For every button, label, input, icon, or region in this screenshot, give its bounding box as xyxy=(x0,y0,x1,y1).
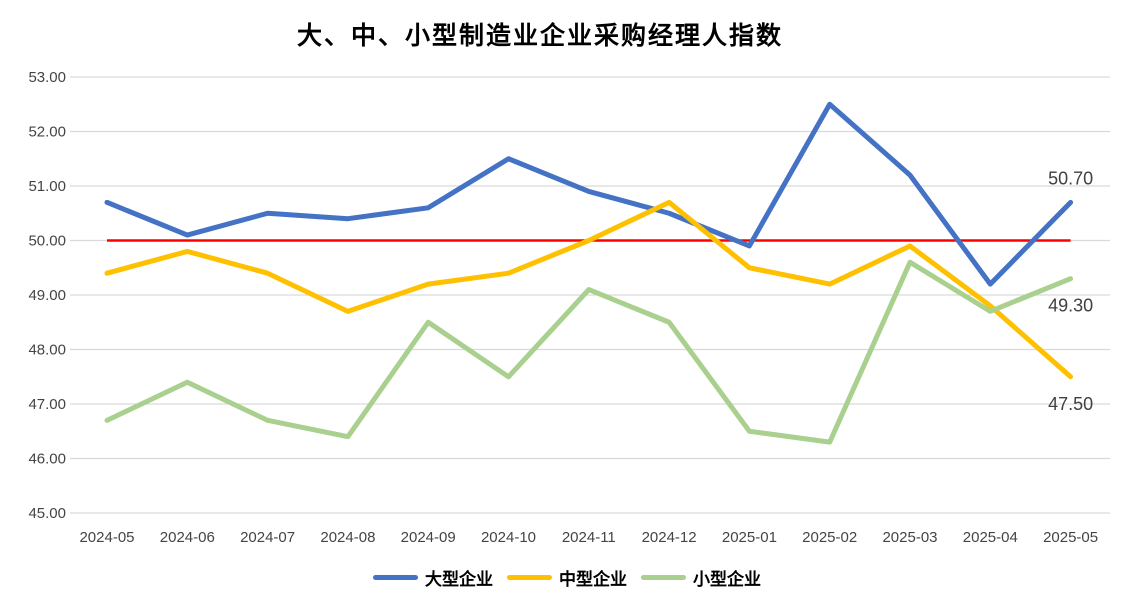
x-tick-label: 2025-03 xyxy=(882,529,937,546)
series-line-small-enterprises xyxy=(104,259,1074,445)
y-tick-label: 47.00 xyxy=(28,396,66,413)
y-tick-label: 45.00 xyxy=(28,505,66,522)
legend-marker-small-enterprises xyxy=(641,575,686,580)
series-line-medium-enterprises xyxy=(104,199,1074,380)
y-tick-label: 46.00 xyxy=(28,451,66,468)
x-tick-label: 2025-02 xyxy=(802,529,857,546)
y-tick-label: 50.00 xyxy=(28,233,66,250)
x-tick-label: 2024-12 xyxy=(642,529,697,546)
y-tick-label: 52.00 xyxy=(28,124,66,141)
data-label-small-enterprises: 49.30 xyxy=(1048,296,1093,316)
data-label-medium-enterprises: 47.50 xyxy=(1048,394,1093,414)
legend-marker-large-enterprises xyxy=(373,575,418,580)
x-tick-label: 2025-05 xyxy=(1043,529,1098,546)
x-tick-label: 2024-11 xyxy=(562,529,616,546)
y-tick-label: 53.00 xyxy=(28,69,66,86)
legend-label-medium-enterprises: 中型企业 xyxy=(559,570,627,589)
x-tick-label: 2025-01 xyxy=(722,529,777,546)
x-tick-label: 2024-09 xyxy=(401,529,456,546)
legend-item-medium-enterprises: 中型企业 xyxy=(507,565,627,590)
legend: 大型企业 中型企业 小型企业 xyxy=(0,565,1134,590)
legend-item-small-enterprises: 小型企业 xyxy=(641,565,761,590)
x-tick-label: 2024-10 xyxy=(481,529,536,546)
y-tick-label: 51.00 xyxy=(28,178,66,195)
series-line-large-enterprises xyxy=(104,101,1074,287)
y-tick-label: 49.00 xyxy=(28,287,66,304)
chart-title: 大、中、小型制造业企业采购经理人指数 xyxy=(296,22,783,50)
x-tick-label: 2024-07 xyxy=(240,529,295,546)
x-tick-label: 2024-06 xyxy=(160,529,215,546)
data-label-large-enterprises: 50.70 xyxy=(1048,168,1093,188)
x-tick-label: 2024-05 xyxy=(79,529,134,546)
x-tick-label: 2024-08 xyxy=(320,529,375,546)
legend-label-large-enterprises: 大型企业 xyxy=(425,570,493,589)
legend-label-small-enterprises: 小型企业 xyxy=(693,570,761,589)
legend-marker-medium-enterprises xyxy=(507,575,552,580)
x-tick-label: 2025-04 xyxy=(963,529,1018,546)
y-tick-label: 48.00 xyxy=(28,342,66,359)
legend-item-large-enterprises: 大型企业 xyxy=(373,565,493,590)
